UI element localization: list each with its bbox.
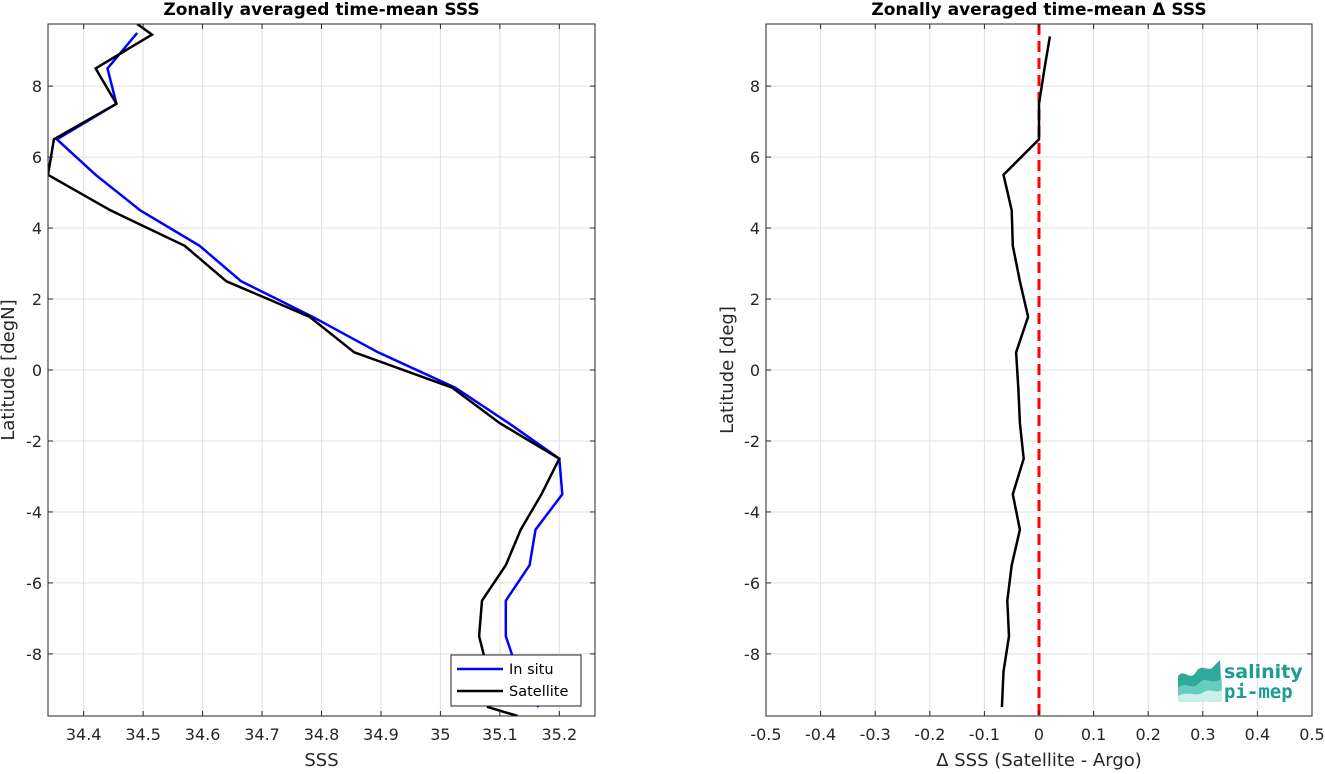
x-tick-label-6: 0.1 bbox=[1081, 725, 1106, 744]
series-line-satellite bbox=[48, 24, 561, 716]
x-tick-label-0: 34.4 bbox=[66, 725, 102, 744]
x-tick-label-8: 0.3 bbox=[1190, 725, 1215, 744]
chart-sss: 34.4 34.5 34.6 34.7 34.8 34.9 35 35.1 35.2 -8 -6 -4… bbox=[0, 0, 596, 771]
salinity-pimep-logo: salinity pi-mep bbox=[1178, 660, 1303, 703]
x-tick-label-10: 0.5 bbox=[1299, 725, 1324, 744]
series-line-in-situ bbox=[54, 32, 564, 708]
y-tick-label-2: -4 bbox=[744, 503, 760, 522]
x-tick-label-9: 0.4 bbox=[1245, 725, 1270, 744]
y-tick-label-3: -2 bbox=[744, 432, 760, 451]
x-tick-label-4: 34.8 bbox=[304, 725, 340, 744]
x-tick-label-2: 34.6 bbox=[185, 725, 221, 744]
legend-label-1: Satellite bbox=[509, 684, 568, 700]
y-tick-label-3: -2 bbox=[26, 432, 42, 451]
x-tick-label-2: -0.3 bbox=[860, 725, 891, 744]
x-axis-label: Δ SSS (Satellite - Argo) bbox=[936, 750, 1142, 770]
chart-title: Zonally averaged time-mean SSS bbox=[163, 0, 479, 20]
x-tick-label-1: -0.4 bbox=[805, 725, 836, 744]
y-tick-label-1: -6 bbox=[744, 574, 760, 593]
x-tick-label-7: 35.1 bbox=[482, 725, 518, 744]
x-tick-label-7: 0.2 bbox=[1135, 725, 1160, 744]
y-tick-label-6: 4 bbox=[750, 219, 760, 238]
x-tick-label-3: -0.2 bbox=[914, 725, 945, 744]
logo-text-line1: salinity bbox=[1224, 661, 1303, 683]
y-tick-label-4: 0 bbox=[32, 361, 42, 380]
x-tick-label-5: 34.9 bbox=[363, 725, 399, 744]
chart-title: Zonally averaged time-mean Δ SSS bbox=[871, 0, 1206, 20]
y-tick-label-7: 6 bbox=[750, 148, 760, 167]
x-tick-label-8: 35.2 bbox=[542, 725, 578, 744]
x-tick-label-4: -0.1 bbox=[969, 725, 1000, 744]
y-tick-label-1: -6 bbox=[26, 574, 42, 593]
y-tick-label-5: 2 bbox=[750, 290, 760, 309]
x-axis-label: SSS bbox=[304, 750, 338, 770]
y-axis-label: Latitude [degN] bbox=[0, 299, 19, 440]
y-tick-label-6: 4 bbox=[32, 219, 42, 238]
logo-text-line2: pi-mep bbox=[1224, 681, 1293, 703]
y-tick-label-2: -4 bbox=[26, 503, 42, 522]
x-tick-label-0: -0.5 bbox=[750, 725, 781, 744]
x-tick-label-6: 35 bbox=[430, 725, 450, 744]
legend-box bbox=[450, 654, 582, 707]
y-tick-label-0: -8 bbox=[26, 645, 42, 664]
series-line-0 bbox=[1000, 36, 1052, 708]
y-tick-label-5: 2 bbox=[32, 290, 42, 309]
y-tick-label-4: 0 bbox=[750, 361, 760, 380]
x-tick-label-1: 34.5 bbox=[125, 725, 161, 744]
y-tick-label-8: 8 bbox=[32, 77, 42, 96]
legend-label-0: In situ bbox=[509, 662, 554, 678]
legend: In situ Satellite bbox=[450, 654, 582, 707]
logo-wave-icon-pale bbox=[1178, 690, 1222, 702]
y-tick-label-7: 6 bbox=[32, 148, 42, 167]
y-tick-label-8: 8 bbox=[750, 77, 760, 96]
x-tick-label-3: 34.7 bbox=[244, 725, 280, 744]
y-axis-label: Latitude [deg] bbox=[717, 306, 738, 434]
y-tick-label-0: -8 bbox=[744, 645, 760, 664]
chart-delta-sss: -0.5 -0.4 -0.3 -0.2 -0.1 0 0.1 0.2 0.3 0.4 0.5 -8 -6… bbox=[717, 0, 1325, 771]
x-tick-label-5: 0 bbox=[1034, 725, 1044, 744]
